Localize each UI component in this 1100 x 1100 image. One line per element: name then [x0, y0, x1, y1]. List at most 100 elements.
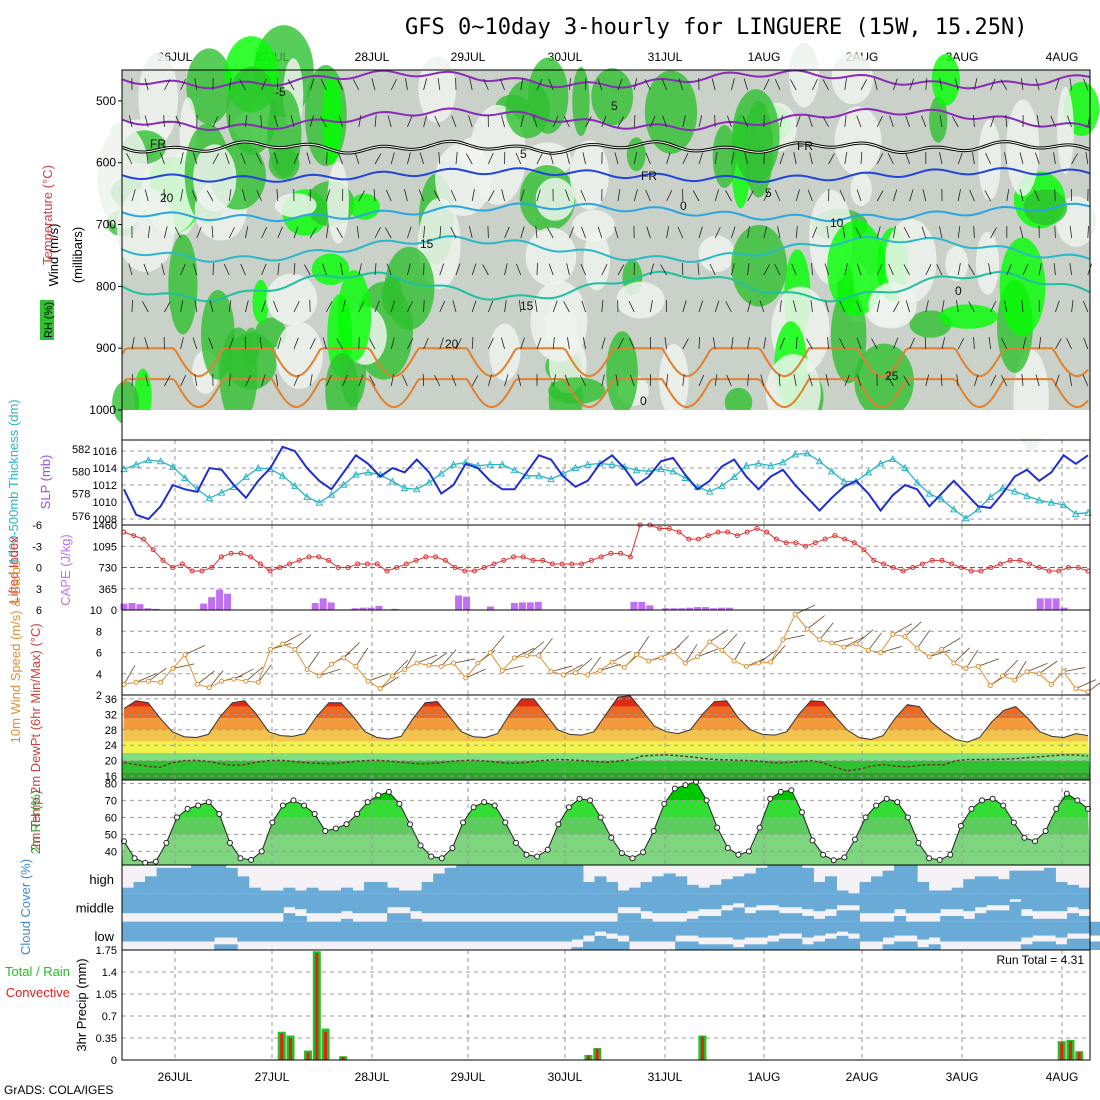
- precip-label: 3hr Precip (mm): [74, 958, 89, 1051]
- wind-barb: [1021, 300, 1024, 313]
- rh-point: [470, 804, 477, 811]
- cloud-bar: [894, 865, 907, 894]
- cloud-bar: [398, 921, 411, 942]
- wind-barb: [566, 152, 570, 165]
- wind-barb: [1055, 338, 1062, 350]
- wind-barb: [1034, 189, 1040, 202]
- cape-bar: [144, 608, 152, 610]
- wind-barb: [856, 189, 862, 202]
- wind-barb: [455, 152, 458, 165]
- rh-point: [873, 802, 880, 809]
- cloud-bar: [1020, 870, 1033, 894]
- cloud-bar: [122, 921, 135, 942]
- cloud-bar: [1043, 867, 1056, 894]
- wind-barb: [597, 226, 603, 239]
- wind-barb: [352, 79, 360, 91]
- wind-barb: [682, 300, 687, 313]
- cloud-bar: [894, 893, 907, 910]
- cloud-bar: [421, 921, 434, 942]
- rh-blob: [929, 96, 948, 143]
- rh-blob: [569, 140, 609, 210]
- wind-barb: [322, 263, 327, 276]
- wind-barb: [742, 115, 748, 128]
- cloud-bar: [1078, 887, 1091, 894]
- wind-barb: [212, 115, 219, 128]
- cloud-bar: [548, 865, 561, 894]
- wind-barb: [320, 78, 327, 91]
- cloud-bar: [375, 893, 388, 914]
- li-point: [812, 540, 818, 546]
- wind-barb: [698, 336, 700, 350]
- thickness-point: [413, 485, 421, 493]
- wind-barb: [597, 78, 603, 91]
- rh-point: [1063, 790, 1070, 797]
- wind-barb: [180, 78, 187, 91]
- cloud-bar: [306, 921, 319, 942]
- cloud-bar: [744, 873, 757, 894]
- thickness-tick: 582: [72, 444, 90, 456]
- wind-barb: [763, 78, 770, 91]
- wind-barb: [684, 644, 698, 664]
- wind-barb: [293, 263, 296, 276]
- cloud-bar: [755, 867, 768, 894]
- cloud-bar: [1078, 938, 1091, 950]
- cloud-bar: [963, 893, 976, 912]
- rh-blob: [349, 193, 380, 220]
- thickness-tick: 580: [72, 466, 90, 478]
- cloud-bar: [294, 893, 307, 910]
- temp-band: [122, 706, 1090, 719]
- wind-barb: [916, 629, 931, 649]
- cloud-bar: [824, 938, 837, 950]
- wind-barb: [536, 153, 543, 165]
- cloud-bar: [525, 865, 538, 894]
- wind-barb: [807, 189, 813, 202]
- temp-band: [122, 718, 1090, 730]
- wind-barb: [714, 300, 720, 313]
- cloud-bar: [340, 921, 353, 942]
- rh-point: [682, 782, 689, 789]
- wind-barb: [164, 301, 171, 313]
- wind-barb: [228, 337, 234, 350]
- wind-speed-point: [280, 641, 286, 647]
- wind-barb: [196, 226, 202, 239]
- wind-barb: [633, 189, 638, 202]
- wind-barb: [824, 263, 829, 276]
- wind-barb: [939, 115, 943, 128]
- cloud-bar: [824, 921, 837, 934]
- precip-conv-bar: [595, 1048, 599, 1060]
- cloud-bar: [421, 893, 434, 914]
- wind-barb: [228, 300, 232, 313]
- wind-speed-point: [865, 647, 871, 653]
- wind-barb: [374, 300, 380, 313]
- wind-barb: [1083, 337, 1089, 350]
- cloud-bar: [755, 921, 768, 938]
- thickness-point: [803, 449, 812, 457]
- li-point: [657, 526, 663, 532]
- cape-bar: [351, 608, 359, 610]
- wind-barb: [536, 337, 542, 350]
- wind-barb: [309, 374, 313, 387]
- li-point: [1027, 561, 1033, 567]
- wind-speed-point: [853, 641, 859, 647]
- rh-blob: [931, 54, 960, 106]
- temp-bands: [122, 695, 1090, 780]
- below-surface: [122, 410, 1090, 438]
- li-line: [123, 524, 1089, 572]
- rh-point: [756, 824, 763, 831]
- cloud-bar: [387, 921, 400, 942]
- wind-barb: [893, 337, 899, 350]
- wind-barb: [277, 226, 283, 239]
- cloud-bar: [848, 938, 861, 950]
- wind-barb: [549, 152, 554, 165]
- temp-tick: 28: [105, 725, 117, 737]
- li-point: [588, 557, 594, 563]
- precip-conv-bar: [1077, 1052, 1081, 1060]
- cloud-bar: [963, 921, 976, 942]
- wind-barb: [371, 78, 376, 91]
- wind-barb: [1069, 374, 1072, 387]
- contour-label: 15: [420, 237, 434, 251]
- wind-barb: [471, 189, 475, 202]
- li-point: [978, 568, 984, 574]
- rh-point: [809, 837, 816, 844]
- li-point: [491, 561, 497, 567]
